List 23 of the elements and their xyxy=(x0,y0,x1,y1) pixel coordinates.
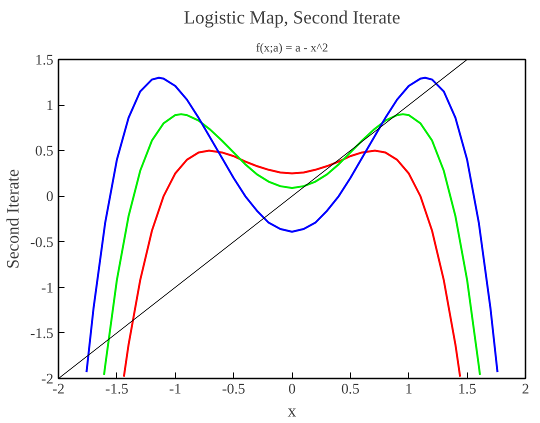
y-tick-label: 1.5 xyxy=(35,52,54,68)
y-tick-label: 0.5 xyxy=(35,144,54,160)
x-tick-label: 2 xyxy=(522,382,530,398)
chart-subtitle: f(x;a) = a - x^2 xyxy=(256,40,328,54)
x-tick-label: -0.5 xyxy=(222,382,246,398)
line-series xyxy=(103,113,481,376)
y-axis-title: Second Iterate xyxy=(3,168,22,269)
y-tick-label: -0.5 xyxy=(30,234,54,251)
x-axis-title: x xyxy=(288,402,297,420)
y-tick-label: -1.5 xyxy=(30,326,54,342)
x-tick-label: 0.5 xyxy=(341,382,360,398)
x-tick-label: -1 xyxy=(169,382,182,398)
y-tick-label: -2 xyxy=(41,372,54,388)
x-tick-label: -1.5 xyxy=(105,382,128,398)
x-tick-label: 0 xyxy=(288,382,296,398)
y-tick-label: 0 xyxy=(46,189,54,206)
y-tick-label: -1 xyxy=(41,280,54,296)
line-series xyxy=(86,76,498,374)
x-tick-label: 1 xyxy=(405,382,412,398)
x-tick-label: 1.5 xyxy=(458,382,476,398)
y-tick-label: 1 xyxy=(46,98,54,114)
chart-title: Logistic Map, Second Iterate xyxy=(184,8,400,28)
line-series xyxy=(122,150,462,378)
